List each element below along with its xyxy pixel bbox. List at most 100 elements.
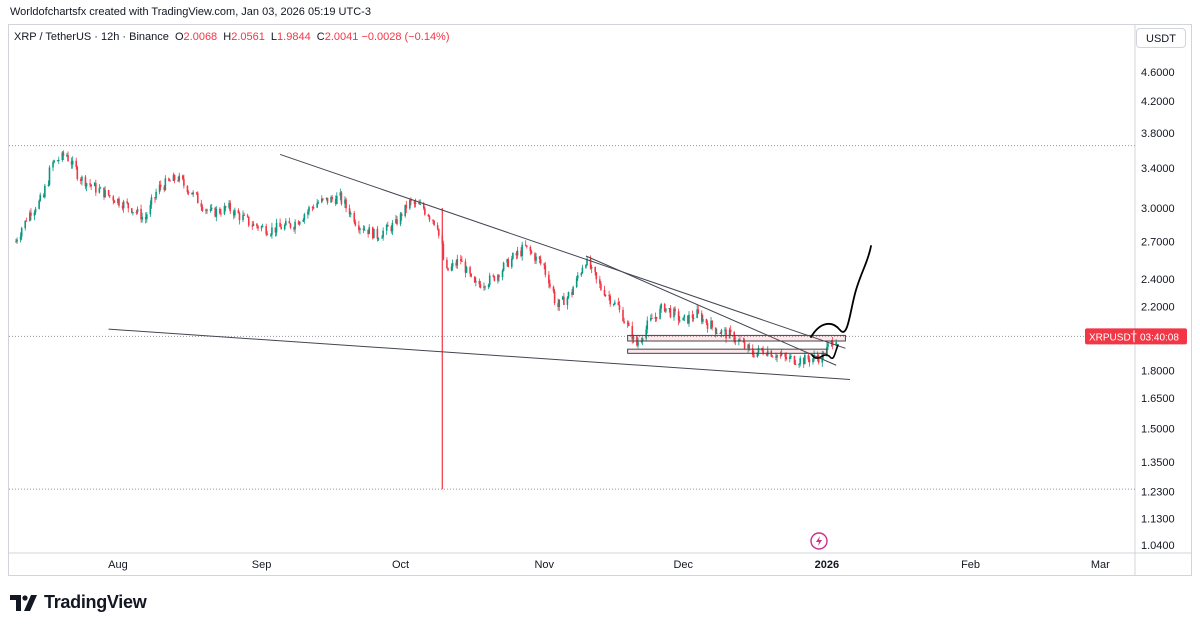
candle-body [492, 275, 495, 277]
candle-body [812, 358, 814, 363]
candle-body [614, 302, 616, 305]
candle-body [283, 225, 286, 230]
candle-body [725, 329, 727, 339]
candle-body [308, 207, 310, 212]
candle-body [543, 263, 546, 266]
candle-body [322, 198, 324, 200]
candle-body [29, 212, 31, 221]
y-tick-label: 3.0000 [1141, 203, 1175, 215]
x-tick-label: Aug [108, 559, 128, 571]
candle-body [131, 208, 133, 213]
candle-body [581, 267, 584, 274]
candle-body [442, 243, 445, 260]
candle-body [460, 259, 462, 261]
candle-body [48, 167, 51, 185]
candle-body [260, 226, 263, 229]
candle-body [548, 274, 550, 284]
candle-body [682, 317, 685, 321]
candle-body [363, 229, 366, 231]
candle-body [507, 259, 510, 267]
candle-body [146, 214, 148, 220]
candle-body [516, 250, 519, 256]
candle-body [395, 219, 397, 223]
candle-body [660, 303, 662, 309]
candle-body [534, 253, 536, 261]
close-key: C [316, 31, 325, 43]
candle-body [498, 275, 500, 278]
candle-body [673, 308, 675, 318]
candle-body [127, 202, 130, 209]
candle-body [293, 227, 295, 230]
candle-body [242, 214, 244, 221]
y-tick-label: 4.2000 [1141, 96, 1175, 108]
candle-body [25, 220, 28, 222]
candle-body [371, 227, 374, 239]
candle-body [348, 208, 351, 215]
candle-body [700, 313, 703, 322]
candle-body [19, 236, 22, 240]
candle-body [674, 308, 676, 312]
candle-body [93, 183, 96, 187]
tradingview-logo: TradingView [10, 592, 147, 613]
support-zone [627, 348, 828, 354]
candle-body [830, 340, 833, 344]
candle-body [243, 214, 245, 216]
candle-body [793, 356, 796, 364]
candle-body [827, 343, 829, 347]
x-tick-label: Dec [673, 559, 693, 571]
candle-body [436, 225, 439, 229]
x-tick-label: Mar [1091, 559, 1110, 571]
candle-body [201, 206, 204, 211]
chart-credit: Worldofchartsfx created with TradingView… [10, 6, 371, 18]
candle-body [665, 308, 667, 312]
candle-body [413, 201, 416, 204]
candle-body [646, 320, 649, 330]
price-tag-countdown: 03:40:08 [1140, 332, 1179, 343]
candle-body [107, 190, 110, 196]
candle-body [549, 283, 551, 287]
candle-body [195, 192, 198, 194]
candle-body [645, 329, 647, 339]
lower-trendline [108, 328, 851, 380]
candle-body [822, 353, 825, 357]
candle-body [80, 179, 82, 181]
candle-body [399, 213, 402, 225]
candle-body [501, 270, 504, 278]
candle-body [126, 201, 128, 203]
candle-body [751, 348, 754, 355]
candle-body [566, 297, 569, 305]
candle-body [617, 302, 620, 306]
candle-body [571, 292, 573, 295]
candle-body [164, 178, 167, 191]
candle-body [609, 295, 612, 305]
candle-body [603, 289, 606, 296]
candle-body [484, 286, 486, 288]
candle-body [483, 286, 485, 288]
candle-body [377, 238, 380, 240]
candle-body [794, 363, 797, 365]
symbol-label[interactable]: XRP / TetherUS · 12h · Binance [14, 31, 169, 43]
candle-body [650, 318, 652, 321]
candle-body [724, 329, 726, 331]
candle-body [330, 197, 332, 203]
low-value: 1.9844 [277, 31, 311, 43]
candle-body [433, 220, 435, 226]
candle-body [99, 187, 102, 189]
candle-body [414, 202, 417, 204]
candle-body [475, 281, 477, 283]
candle-body [353, 213, 356, 222]
candle-body [289, 223, 292, 228]
candle-body [710, 320, 712, 329]
candle-body [238, 213, 241, 221]
candle-body [451, 262, 454, 267]
candle-body [135, 211, 138, 213]
candle-body [739, 339, 741, 342]
candle-body [252, 223, 255, 227]
candle-body [640, 341, 643, 343]
currency-button[interactable]: USDT [1136, 28, 1186, 48]
candle-body [600, 283, 602, 290]
y-tick-label: 3.8000 [1141, 128, 1175, 140]
candle-body [317, 202, 320, 204]
candle-body [446, 259, 448, 268]
